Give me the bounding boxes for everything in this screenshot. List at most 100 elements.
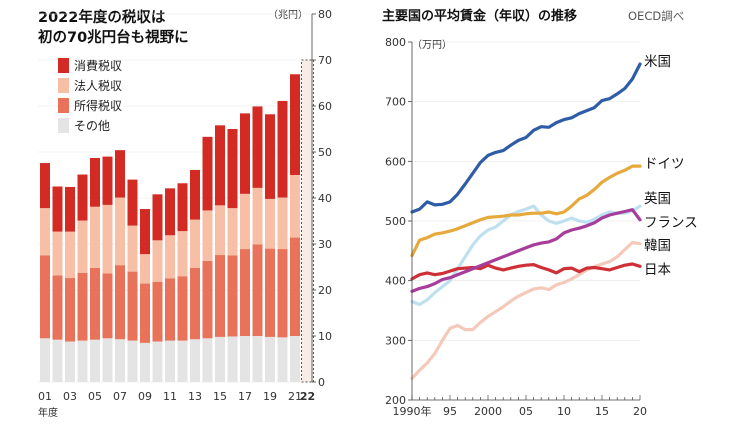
bar-segment [40, 255, 50, 339]
y-tick-label: 20 [318, 284, 332, 297]
bar-segment [102, 156, 113, 205]
wage-chart-source: OECD調べ [628, 9, 684, 23]
series-label: 英国 [644, 190, 671, 207]
bar-segment [65, 231, 75, 279]
series-line [410, 204, 642, 307]
bar-segment [77, 340, 88, 382]
bar-segment [65, 186, 75, 232]
x-tick-label: 11 [163, 390, 177, 403]
bar-segment [52, 275, 63, 340]
bar-segment [177, 276, 188, 341]
y-tick-label: 800 [385, 36, 406, 49]
bar-segment [52, 231, 63, 276]
y-tick-label: 50 [318, 146, 332, 159]
bar-segment [152, 240, 163, 282]
y-tick-label: 300 [385, 334, 406, 347]
bar-segment [215, 205, 225, 256]
series-label: 韓国 [644, 238, 671, 254]
bar-segment [265, 114, 275, 199]
y-tick-label: 80 [318, 8, 332, 21]
bar-segment [77, 220, 88, 273]
tax-chart-xlabel: 年度 [38, 406, 58, 419]
bar-segment [140, 283, 150, 343]
legend-swatch [58, 118, 69, 133]
bar-segment [90, 339, 100, 382]
bar-segment [115, 197, 125, 266]
bar-segment [102, 204, 113, 274]
bar-segment [265, 248, 275, 337]
x-tick-label: 22 [300, 390, 315, 403]
bar-segment [140, 254, 150, 284]
wage-chart-gridlines [412, 41, 640, 401]
bar-segment [127, 340, 138, 382]
bar-segment [152, 341, 163, 382]
bar-segment [252, 244, 263, 336]
bar-segment [177, 183, 188, 232]
legend-label: 法人税収 [74, 79, 122, 93]
bar-segment [215, 336, 225, 382]
bar-segment [52, 339, 63, 382]
series-label: 米国 [644, 54, 671, 70]
bar-segment [290, 74, 300, 175]
bar-segment [40, 208, 50, 256]
x-tick-label: 13 [188, 390, 202, 403]
bar-segment [202, 261, 213, 339]
x-tick-label: 20 [633, 405, 647, 418]
bar-segment [152, 194, 163, 241]
bar-segment [127, 271, 138, 341]
bar-segment [265, 198, 275, 249]
x-tick-label: 05 [519, 405, 533, 418]
x-tick-label: 19 [263, 390, 277, 403]
y-tick-label: 500 [385, 215, 406, 228]
bar-segment [90, 157, 100, 207]
x-tick-label: 10 [557, 405, 571, 418]
x-tick-label: 15 [595, 405, 609, 418]
bar-segment [240, 193, 250, 250]
bar-segment [215, 125, 225, 206]
bar-segment [77, 174, 88, 221]
series-label: 日本 [644, 262, 672, 278]
legend-swatch [58, 58, 69, 73]
series-label: ドイツ [644, 156, 685, 172]
bar-segment [252, 336, 263, 382]
bar-segment [165, 340, 175, 382]
bar-segment [77, 272, 88, 341]
bar-segment [215, 255, 225, 337]
bar-segment [177, 231, 188, 277]
bar-segment [177, 340, 188, 382]
bar-segment [290, 336, 300, 382]
y-tick-label: 70 [318, 54, 332, 67]
bar-segment [65, 341, 75, 382]
x-tick-label: 05 [88, 390, 102, 403]
legend-label: その他 [74, 119, 110, 133]
bar-segment [190, 219, 200, 268]
bar-segment [115, 339, 125, 382]
bar-segment [227, 129, 238, 209]
projection-bar [301, 59, 314, 383]
bar-segment [240, 249, 250, 336]
bar-segment [127, 179, 138, 226]
tax-chart-title-line1: 2022年度の税収は [38, 8, 166, 26]
x-tick-label: 21 [288, 390, 302, 403]
bar-segment [52, 186, 63, 232]
series-label: フランス [644, 215, 698, 231]
y-tick-label: 600 [385, 155, 406, 168]
x-tick-label: 1990年 [393, 404, 432, 418]
y-tick-label: 200 [385, 394, 406, 407]
bar-segment [227, 208, 238, 256]
bar-segment [115, 265, 125, 340]
bar-segment [190, 339, 200, 382]
bar-segment [290, 175, 300, 238]
legend-label: 所得税収 [74, 98, 122, 113]
bar-segment [102, 338, 113, 382]
tax-revenue-chart: 2022年度の税収は 初の70兆円台も視野に （兆円） 年度 010203040… [38, 8, 332, 419]
bar-segment [127, 225, 138, 272]
x-tick-label: 95 [443, 405, 457, 418]
bar-segment [90, 206, 100, 268]
y-tick-label: 40 [318, 192, 332, 205]
y-tick-label: 0 [318, 376, 325, 389]
bar-segment [165, 278, 175, 341]
x-tick-label: 07 [113, 390, 127, 403]
